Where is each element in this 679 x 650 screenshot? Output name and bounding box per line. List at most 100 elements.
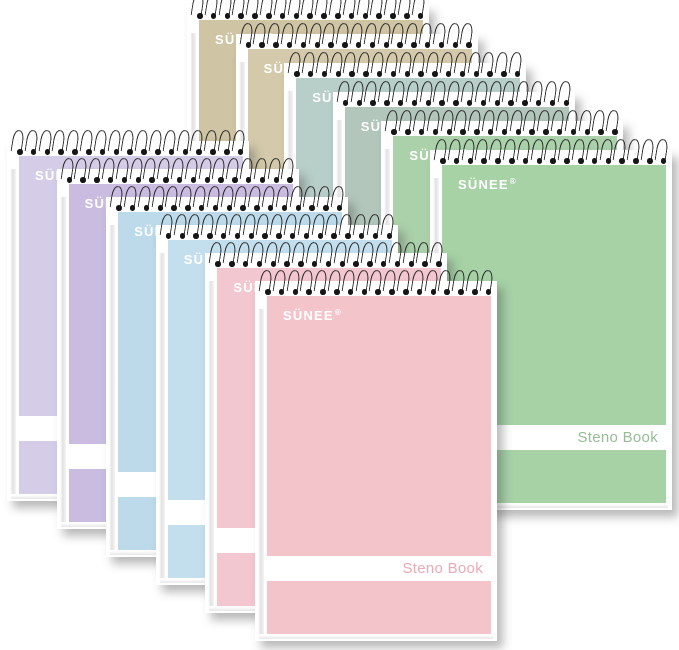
spiral-hole-icon	[384, 100, 390, 106]
spiral-coil-icon	[286, 269, 301, 295]
spiral-hole-icon	[86, 149, 92, 155]
spiral-hole-icon	[459, 71, 466, 77]
spiral-coil-icon	[259, 0, 274, 19]
spiral-coil-icon	[374, 241, 389, 267]
spiral-coil-icon	[495, 109, 510, 135]
spiral-hole-icon	[294, 71, 300, 77]
spiral-binding	[156, 213, 398, 255]
spiral-coil-icon	[316, 185, 332, 211]
spiral-coil-icon	[184, 157, 199, 183]
spiral-hole-icon	[619, 158, 625, 164]
spiral-coil-icon	[474, 138, 490, 164]
spiral-coil-icon	[273, 0, 288, 19]
spiral-hole-icon	[171, 205, 177, 211]
spiral-coil-icon	[336, 80, 351, 106]
spiral-coil-icon	[222, 241, 238, 267]
spiral-binding	[106, 185, 348, 227]
spiral-hole-icon	[347, 289, 354, 295]
spiral-hole-icon	[168, 149, 175, 155]
spiral-hole-icon	[155, 149, 161, 155]
spiral-hole-icon	[163, 177, 169, 183]
spiral-coil-icon	[245, 0, 261, 19]
spiral-binding	[236, 22, 478, 64]
spiral-coil-icon	[543, 138, 559, 164]
spiral-hole-icon	[293, 13, 300, 19]
spiral-hole-icon	[276, 233, 282, 239]
spiral-coil-icon	[550, 109, 565, 135]
spiral-hole-icon	[647, 158, 653, 164]
page-stack-edge	[258, 309, 264, 634]
spiral-coil-icon	[433, 138, 448, 164]
spiral-hole-icon	[254, 205, 260, 211]
spiral-coil-icon	[321, 22, 337, 48]
spiral-coil-icon	[350, 80, 365, 106]
spiral-hole-icon	[535, 100, 542, 106]
spiral-coil-icon	[328, 0, 343, 19]
spiral-hole-icon	[17, 149, 23, 155]
spiral-hole-icon	[522, 158, 529, 164]
spiral-coil-icon	[87, 157, 103, 183]
spiral-hole-icon	[432, 71, 438, 77]
spiral-hole-icon	[80, 177, 86, 183]
spiral-hole-icon	[563, 100, 570, 106]
spiral-coil-icon	[453, 109, 469, 135]
spiral-coil-icon	[79, 129, 94, 155]
spiral-hole-icon	[439, 100, 445, 106]
spiral-hole-icon	[422, 261, 428, 267]
spiral-coil-icon	[333, 241, 348, 267]
spiral-hole-icon	[418, 129, 425, 135]
spiral-coil-icon	[170, 157, 185, 183]
spiral-coil-icon	[429, 241, 445, 267]
spiral-coil-icon	[253, 157, 268, 183]
spiral-coil-icon	[38, 129, 53, 155]
spiral-coil-icon	[384, 109, 400, 135]
spiral-coil-icon	[218, 0, 233, 19]
spiral-coil-icon	[159, 213, 174, 239]
spiral-hole-icon	[121, 177, 128, 183]
spiral-hole-icon	[556, 129, 563, 135]
steno-book-label: Steno Book	[402, 560, 483, 577]
spiral-hole-icon	[356, 100, 363, 106]
spiral-coil-icon	[411, 51, 427, 77]
spiral-binding	[430, 138, 672, 180]
spiral-coil-icon	[502, 138, 517, 164]
spiral-coil-icon	[356, 51, 372, 77]
spiral-coil-icon	[242, 213, 257, 239]
spiral-hole-icon	[226, 205, 233, 211]
spiral-coil-icon	[397, 0, 412, 19]
spiral-coil-icon	[432, 22, 447, 48]
spiral-coil-icon	[488, 138, 504, 164]
spiral-coil-icon	[148, 129, 163, 155]
spiral-coil-icon	[228, 213, 243, 239]
spiral-coil-icon	[410, 269, 425, 295]
spiral-hole-icon	[404, 13, 410, 19]
spiral-coil-icon	[211, 157, 227, 183]
spiral-hole-icon	[418, 71, 424, 77]
spiral-hole-icon	[394, 261, 401, 267]
spiral-coil-icon	[93, 129, 108, 155]
spiral-hole-icon	[460, 129, 466, 135]
spiral-hole-icon	[416, 289, 423, 295]
label-band: Steno Book	[267, 556, 491, 581]
spiral-coil-icon	[425, 51, 441, 77]
spiral-coil-icon	[529, 80, 544, 106]
spiral-hole-icon	[376, 71, 383, 77]
spiral-coil-icon	[377, 80, 393, 106]
spiral-hole-icon	[390, 71, 397, 77]
spiral-hole-icon	[342, 42, 348, 48]
spiral-hole-icon	[325, 261, 332, 267]
spiral-hole-icon	[242, 261, 249, 267]
spiral-hole-icon	[287, 177, 293, 183]
spiral-hole-icon	[284, 261, 290, 267]
spiral-coil-icon	[411, 0, 426, 19]
spiral-coil-icon	[461, 138, 476, 164]
spiral-coil-icon	[258, 269, 273, 295]
spiral-hole-icon	[403, 289, 409, 295]
spiral-coil-icon	[231, 129, 246, 155]
spiral-hole-icon	[321, 13, 327, 19]
spiral-hole-icon	[508, 100, 514, 106]
spiral-coil-icon	[137, 185, 152, 211]
spiral-hole-icon	[480, 100, 487, 106]
spiral-coil-icon	[564, 109, 579, 135]
spiral-hole-icon	[417, 13, 424, 19]
